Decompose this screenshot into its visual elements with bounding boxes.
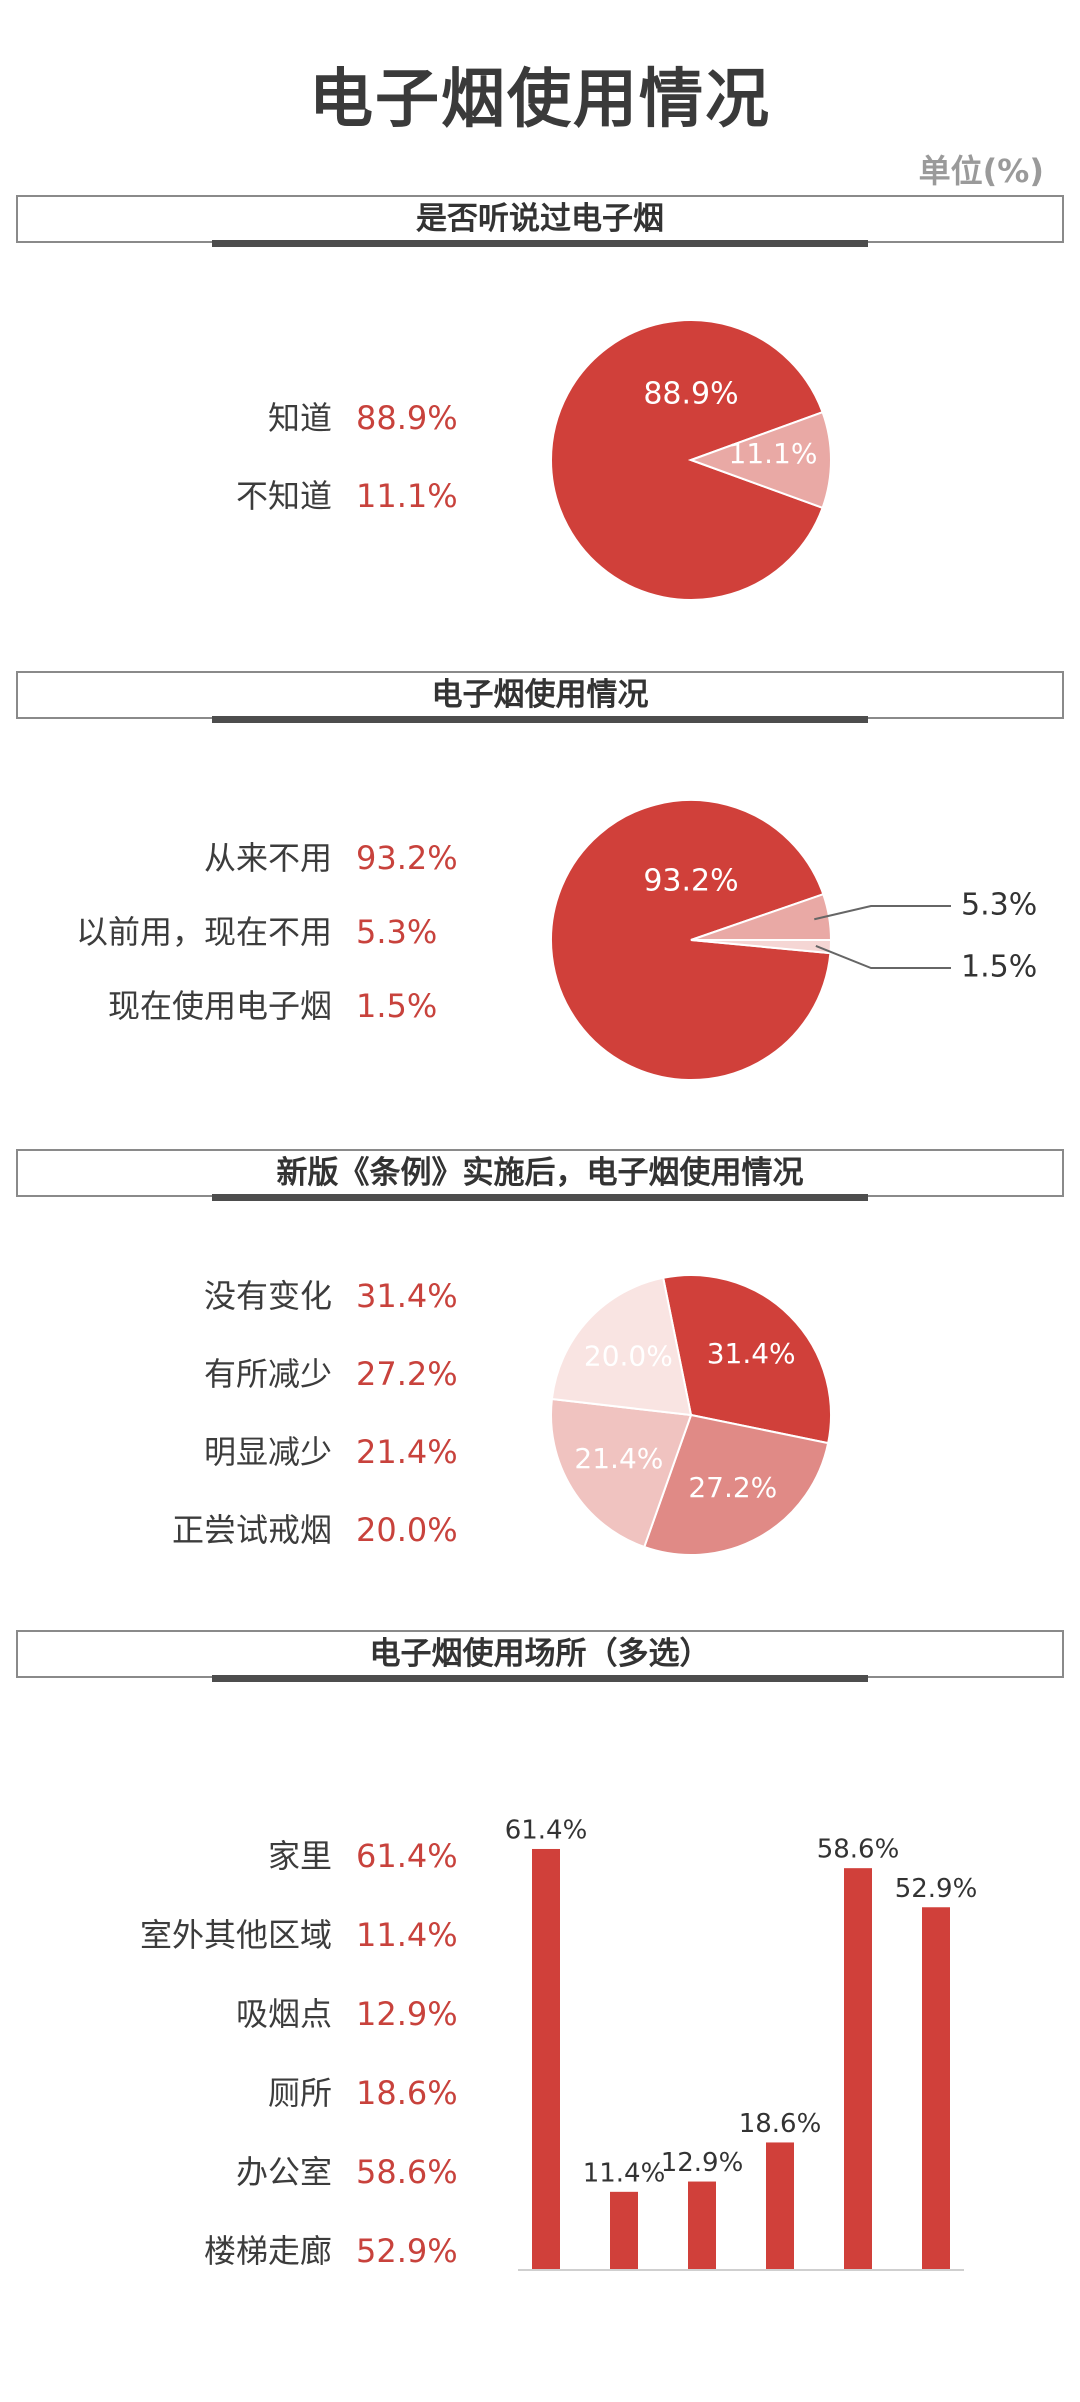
pie-value-label: 27.2% xyxy=(688,1471,777,1504)
page-title: 电子烟使用情况 xyxy=(309,63,771,137)
legend-label: 明显减少 xyxy=(203,1433,332,1471)
section-title-4: 电子烟使用场所（多选） xyxy=(369,1636,711,1672)
pie-value-label: 88.9% xyxy=(643,377,738,412)
bar xyxy=(922,1907,950,2270)
legend-label: 吸烟点 xyxy=(235,1995,332,2033)
legend-label: 没有变化 xyxy=(203,1277,332,1315)
legend-value: 21.4% xyxy=(356,1433,458,1471)
legend-label: 从来不用 xyxy=(203,839,332,877)
legend-value: 12.9% xyxy=(356,1995,458,2033)
pie-value-label: 93.2% xyxy=(643,864,738,899)
pie-value-label: 20.0% xyxy=(584,1340,673,1373)
pie-value-label: 11.1% xyxy=(729,437,818,470)
leader-line xyxy=(815,944,951,969)
legend-label: 办公室 xyxy=(235,2153,332,2191)
bar xyxy=(688,2181,716,2270)
bar xyxy=(532,1848,560,2270)
legend-label: 家里 xyxy=(267,1837,332,1875)
legend-value: 93.2% xyxy=(356,839,458,877)
legend-value: 61.4% xyxy=(356,1837,458,1875)
bar-value-label: 18.6% xyxy=(739,2109,822,2139)
pie-slice xyxy=(550,1276,693,1417)
pie-value-label: 1.5% xyxy=(961,950,1037,985)
bar-value-label: 11.4% xyxy=(583,2158,666,2188)
section-title-1: 是否听说过电子烟 xyxy=(416,201,664,237)
legend-value: 52.9% xyxy=(356,2232,458,2270)
legend-value: 5.3% xyxy=(356,913,438,951)
bar-value-label: 12.9% xyxy=(661,2148,744,2178)
pie-chart-after-regulation: 31.4% 27.2% 21.4% 20.0% xyxy=(550,1274,832,1556)
section-underline xyxy=(212,1194,868,1201)
pie-slice xyxy=(688,410,832,510)
legend-value: 1.5% xyxy=(356,987,438,1025)
legend-value: 58.6% xyxy=(356,2153,458,2191)
pie-chart-usage: 93.2% 5.3% 1.5% xyxy=(550,799,1037,1081)
bar-value-label: 58.6% xyxy=(817,1835,900,1865)
legend-value: 31.4% xyxy=(356,1277,458,1315)
section-title-2: 电子烟使用情况 xyxy=(431,677,649,713)
legend-label: 现在使用电子烟 xyxy=(107,987,332,1025)
legend-value: 27.2% xyxy=(356,1355,458,1393)
pie-slice xyxy=(550,319,824,601)
section-title-3: 新版《条例》实施后，电子烟使用情况 xyxy=(276,1155,804,1191)
legend-label: 楼梯走廊 xyxy=(203,2232,332,2270)
section-underline xyxy=(212,1675,868,1682)
pie-slice xyxy=(642,1413,830,1556)
pie-value-label: 5.3% xyxy=(961,888,1037,923)
pie-chart-heard: 88.9% 11.1% xyxy=(550,319,832,601)
legend-label: 有所减少 xyxy=(203,1355,332,1393)
pie-value-label: 21.4% xyxy=(574,1442,663,1475)
legend-label: 知道 xyxy=(267,399,332,437)
bar xyxy=(610,2191,638,2270)
section-underline xyxy=(212,240,868,247)
legend-label: 不知道 xyxy=(235,477,332,515)
pie-slice xyxy=(550,799,832,1081)
legend-value: 11.4% xyxy=(356,1916,458,1954)
pie-slice xyxy=(550,1397,693,1549)
section-underline xyxy=(212,716,868,723)
bar-chart-locations: 61.4% 11.4%12.9% 18.6% 58.6% 52.9% xyxy=(505,1815,978,2271)
leader-line xyxy=(814,905,951,921)
bar xyxy=(844,1868,872,2270)
legend-value: 88.9% xyxy=(356,399,458,437)
legend-value: 20.0% xyxy=(356,1511,458,1549)
legend-label: 厕所 xyxy=(267,2074,332,2112)
pie-slice xyxy=(690,939,833,955)
bar-value-label: 61.4% xyxy=(505,1815,588,1845)
legend-value: 18.6% xyxy=(356,2074,458,2112)
unit-label: 单位(%) xyxy=(918,152,1044,190)
pie-value-label: 31.4% xyxy=(707,1337,796,1370)
bar xyxy=(766,2142,794,2270)
bar-value-label: 52.9% xyxy=(895,1874,978,1904)
legend-label: 正尝试戒烟 xyxy=(171,1511,332,1549)
legend-value: 11.1% xyxy=(356,477,458,515)
legend-label: 以前用，现在不用 xyxy=(75,913,332,951)
legend-label: 室外其他区域 xyxy=(139,1916,332,1954)
pie-slice xyxy=(662,1274,832,1445)
